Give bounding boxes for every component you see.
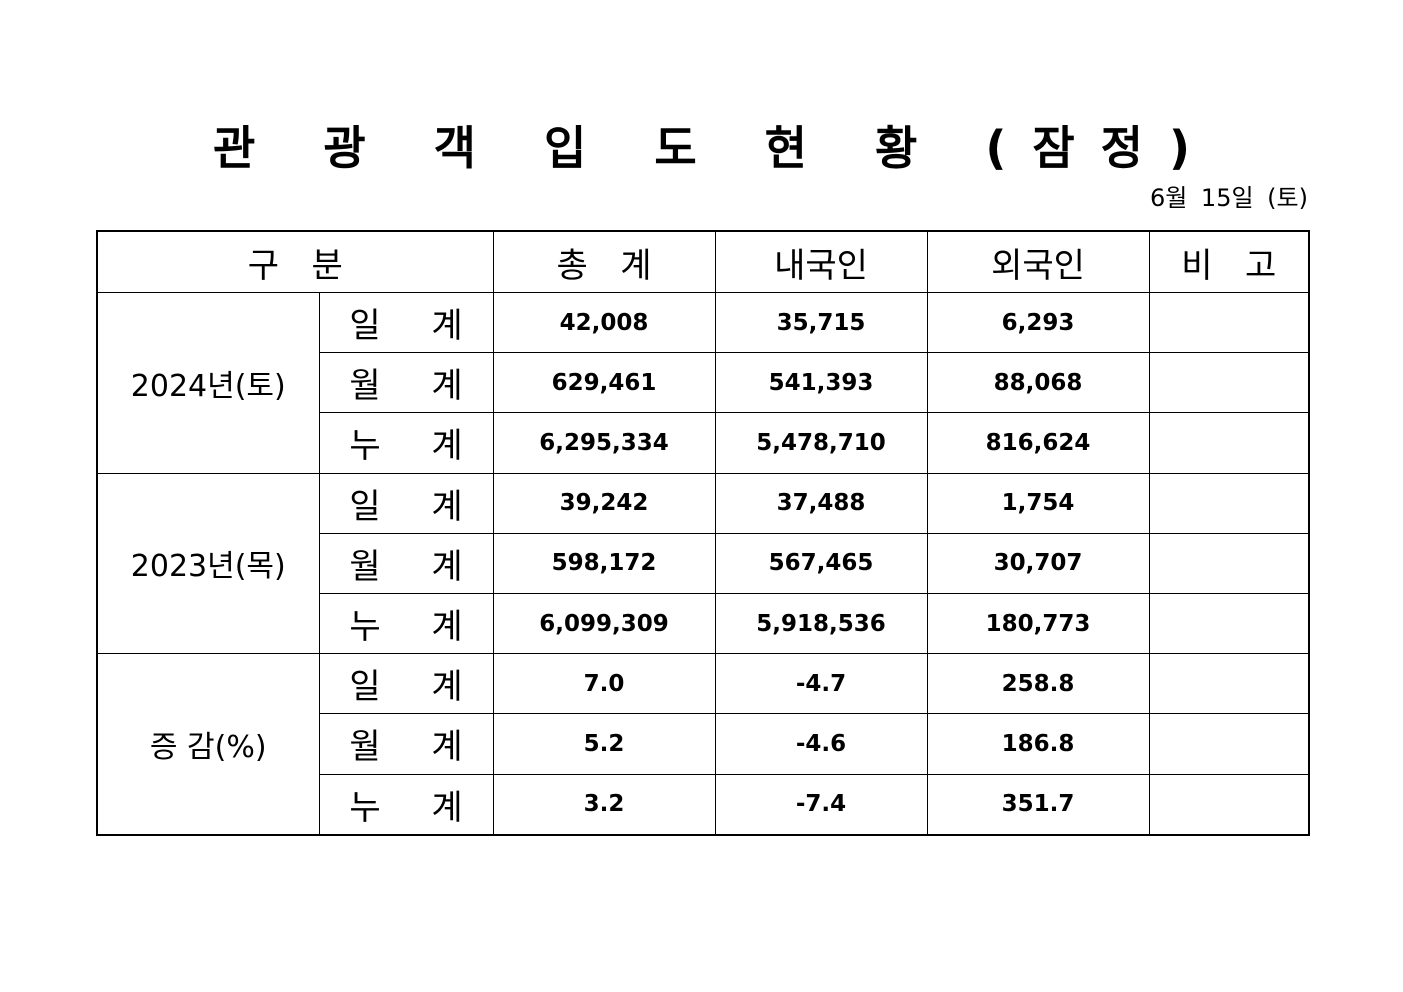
total-value: 6,099,309: [492, 592, 716, 655]
total-value: 629,461: [492, 352, 716, 414]
domestic-value: -7.4: [714, 773, 928, 836]
foreign-value: 816,624: [926, 412, 1150, 474]
table-row: 2023년(목) 일 계 39,242 37,488 1,754: [96, 472, 1310, 655]
domestic-value: 567,465: [714, 532, 928, 594]
total-value: 42,008: [492, 291, 716, 354]
note-cell: [1148, 592, 1310, 655]
row-type: 월 계: [318, 713, 494, 775]
report-date: 6월 15일 (토): [1149, 184, 1308, 212]
table-row: 누 계 6,295,334 5,478,710 816,624: [97, 412, 1310, 474]
row-type: 일 계: [318, 291, 494, 354]
row-type: 누 계: [318, 412, 494, 474]
group-label: 증 감(%): [96, 653, 320, 836]
table-row: 누 계 6,099,309 5,918,536 180,773: [97, 592, 1310, 655]
row-type: 누 계: [318, 592, 494, 655]
document-title: 관 광 객 입 도 현 황 (잠정): [212, 121, 1217, 175]
note-cell: [1148, 472, 1310, 534]
total-value: 5.2: [492, 713, 716, 775]
note-cell: [1148, 352, 1310, 414]
domestic-value: 37,488: [714, 472, 928, 534]
foreign-value: 258.8: [926, 653, 1150, 715]
header-foreign: 외국인: [926, 230, 1150, 293]
note-cell: [1148, 773, 1310, 836]
header-category: 구 분: [96, 230, 494, 293]
header-domestic: 내국인: [714, 230, 928, 293]
total-value: 7.0: [492, 653, 716, 715]
domestic-value: 5,478,710: [714, 412, 928, 474]
total-value: 6,295,334: [492, 412, 716, 474]
note-cell: [1148, 713, 1310, 775]
domestic-value: 5,918,536: [714, 592, 928, 655]
row-type: 일 계: [318, 472, 494, 534]
domestic-value: -4.6: [714, 713, 928, 775]
foreign-value: 351.7: [926, 773, 1150, 836]
group-label: 2024년(토): [96, 292, 320, 474]
total-value: 3.2: [492, 773, 716, 836]
domestic-value: -4.7: [714, 653, 928, 715]
header-row: 구 분 총 계 내국인 외국인 비 고: [96, 230, 1310, 293]
domestic-value: 541,393: [714, 352, 928, 414]
row-type: 월 계: [318, 352, 494, 414]
foreign-value: 6,293: [926, 291, 1150, 354]
header-note: 비 고: [1148, 230, 1310, 293]
note-cell: [1148, 653, 1310, 715]
table-row: 누 계 3.2 -7.4 351.7: [97, 773, 1310, 836]
foreign-value: 186.8: [926, 713, 1150, 775]
table-row: 월 계 5.2 -4.6 186.8: [97, 713, 1310, 775]
header-total: 총 계: [492, 230, 716, 293]
row-type: 누 계: [318, 773, 494, 836]
foreign-value: 30,707: [926, 532, 1150, 594]
foreign-value: 1,754: [926, 472, 1150, 534]
row-type: 일 계: [318, 653, 494, 715]
foreign-value: 180,773: [926, 592, 1150, 655]
row-type: 월 계: [318, 532, 494, 594]
foreign-value: 88,068: [926, 352, 1150, 414]
table-row: 증 감(%) 일 계 7.0 -4.7 258.8: [96, 653, 1310, 836]
total-value: 598,172: [492, 532, 716, 594]
total-value: 39,242: [492, 472, 716, 534]
table-row: 2024년(토) 일 계 42,008 35,715 6,293: [96, 291, 1310, 474]
note-cell: [1148, 291, 1310, 354]
domestic-value: 35,715: [714, 291, 928, 354]
group-label: 2023년(목): [96, 472, 320, 655]
table-row: 월 계 598,172 567,465 30,707: [97, 532, 1310, 594]
note-cell: [1148, 412, 1310, 474]
note-cell: [1148, 532, 1310, 594]
visitor-statistics-table: 구 분 총 계 내국인 외국인 비 고 2024년(토) 일 계 42,008 35,…: [96, 230, 1310, 836]
